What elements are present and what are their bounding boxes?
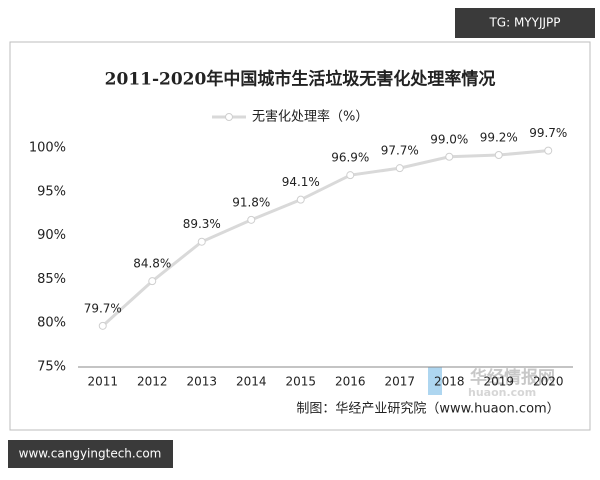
- value-label: 99.0%: [430, 132, 468, 146]
- y-tick-label: 100%: [29, 141, 66, 156]
- legend-label: 无害化处理率（%）: [252, 109, 368, 125]
- badge-top: TG: MYYJJPP: [488, 16, 560, 30]
- point: [544, 146, 553, 155]
- chart-frame: [9, 41, 591, 431]
- x-tick-label: 2014: [236, 375, 267, 389]
- value-label: 84.8%: [133, 257, 171, 271]
- point: [197, 237, 206, 246]
- badge-bottom: www.cangyingtech.com: [19, 447, 162, 461]
- y-tick-label: 90%: [37, 228, 66, 243]
- value-label: 99.7%: [529, 126, 567, 140]
- chart-title: 2011-2020年中国城市生活垃圾无害化处理率情况: [105, 69, 496, 90]
- badge-top-bg: [455, 8, 595, 38]
- value-label: 79.7%: [84, 301, 122, 315]
- x-tick-label: 2015: [285, 375, 316, 389]
- point: [346, 171, 355, 180]
- source: 制图：华经产业研究院（www.huaon.com）: [296, 402, 559, 417]
- value-label: 89.3%: [183, 217, 221, 231]
- badge-bottom-bg: [8, 440, 173, 468]
- y-tick-label: 75%: [37, 360, 66, 375]
- x-tick-label: 2013: [186, 375, 217, 389]
- y-tick-label: 85%: [37, 272, 66, 287]
- value-label: 91.8%: [232, 195, 270, 209]
- point: [395, 164, 404, 173]
- series-line: [101, 149, 549, 327]
- watermark-url: huaon.com: [468, 386, 536, 399]
- point: [445, 152, 454, 161]
- point: [148, 277, 157, 286]
- point: [296, 195, 305, 204]
- y-tick-label: 80%: [37, 316, 66, 331]
- value-label: 94.1%: [282, 175, 320, 189]
- x-tick-label: 2020: [533, 375, 564, 389]
- value-label: 96.9%: [331, 151, 369, 165]
- value-label: 99.2%: [480, 131, 518, 145]
- x-tick-label: 2017: [384, 375, 415, 389]
- y-tick-label: 95%: [37, 184, 66, 199]
- watermark-title: 华经情报网: [470, 367, 555, 388]
- watermark-logo: [428, 367, 442, 395]
- x-tick-label: 2011: [87, 375, 118, 389]
- x-tick-label: 2016: [335, 375, 366, 389]
- legend-marker: [225, 113, 233, 121]
- point: [98, 321, 107, 330]
- value-label: 97.7%: [381, 144, 419, 158]
- point: [494, 151, 503, 160]
- x-tick-label: 2018: [434, 375, 465, 389]
- x-tick-label: 2012: [137, 375, 168, 389]
- point: [247, 215, 256, 224]
- x-tick-label: 2019: [483, 375, 514, 389]
